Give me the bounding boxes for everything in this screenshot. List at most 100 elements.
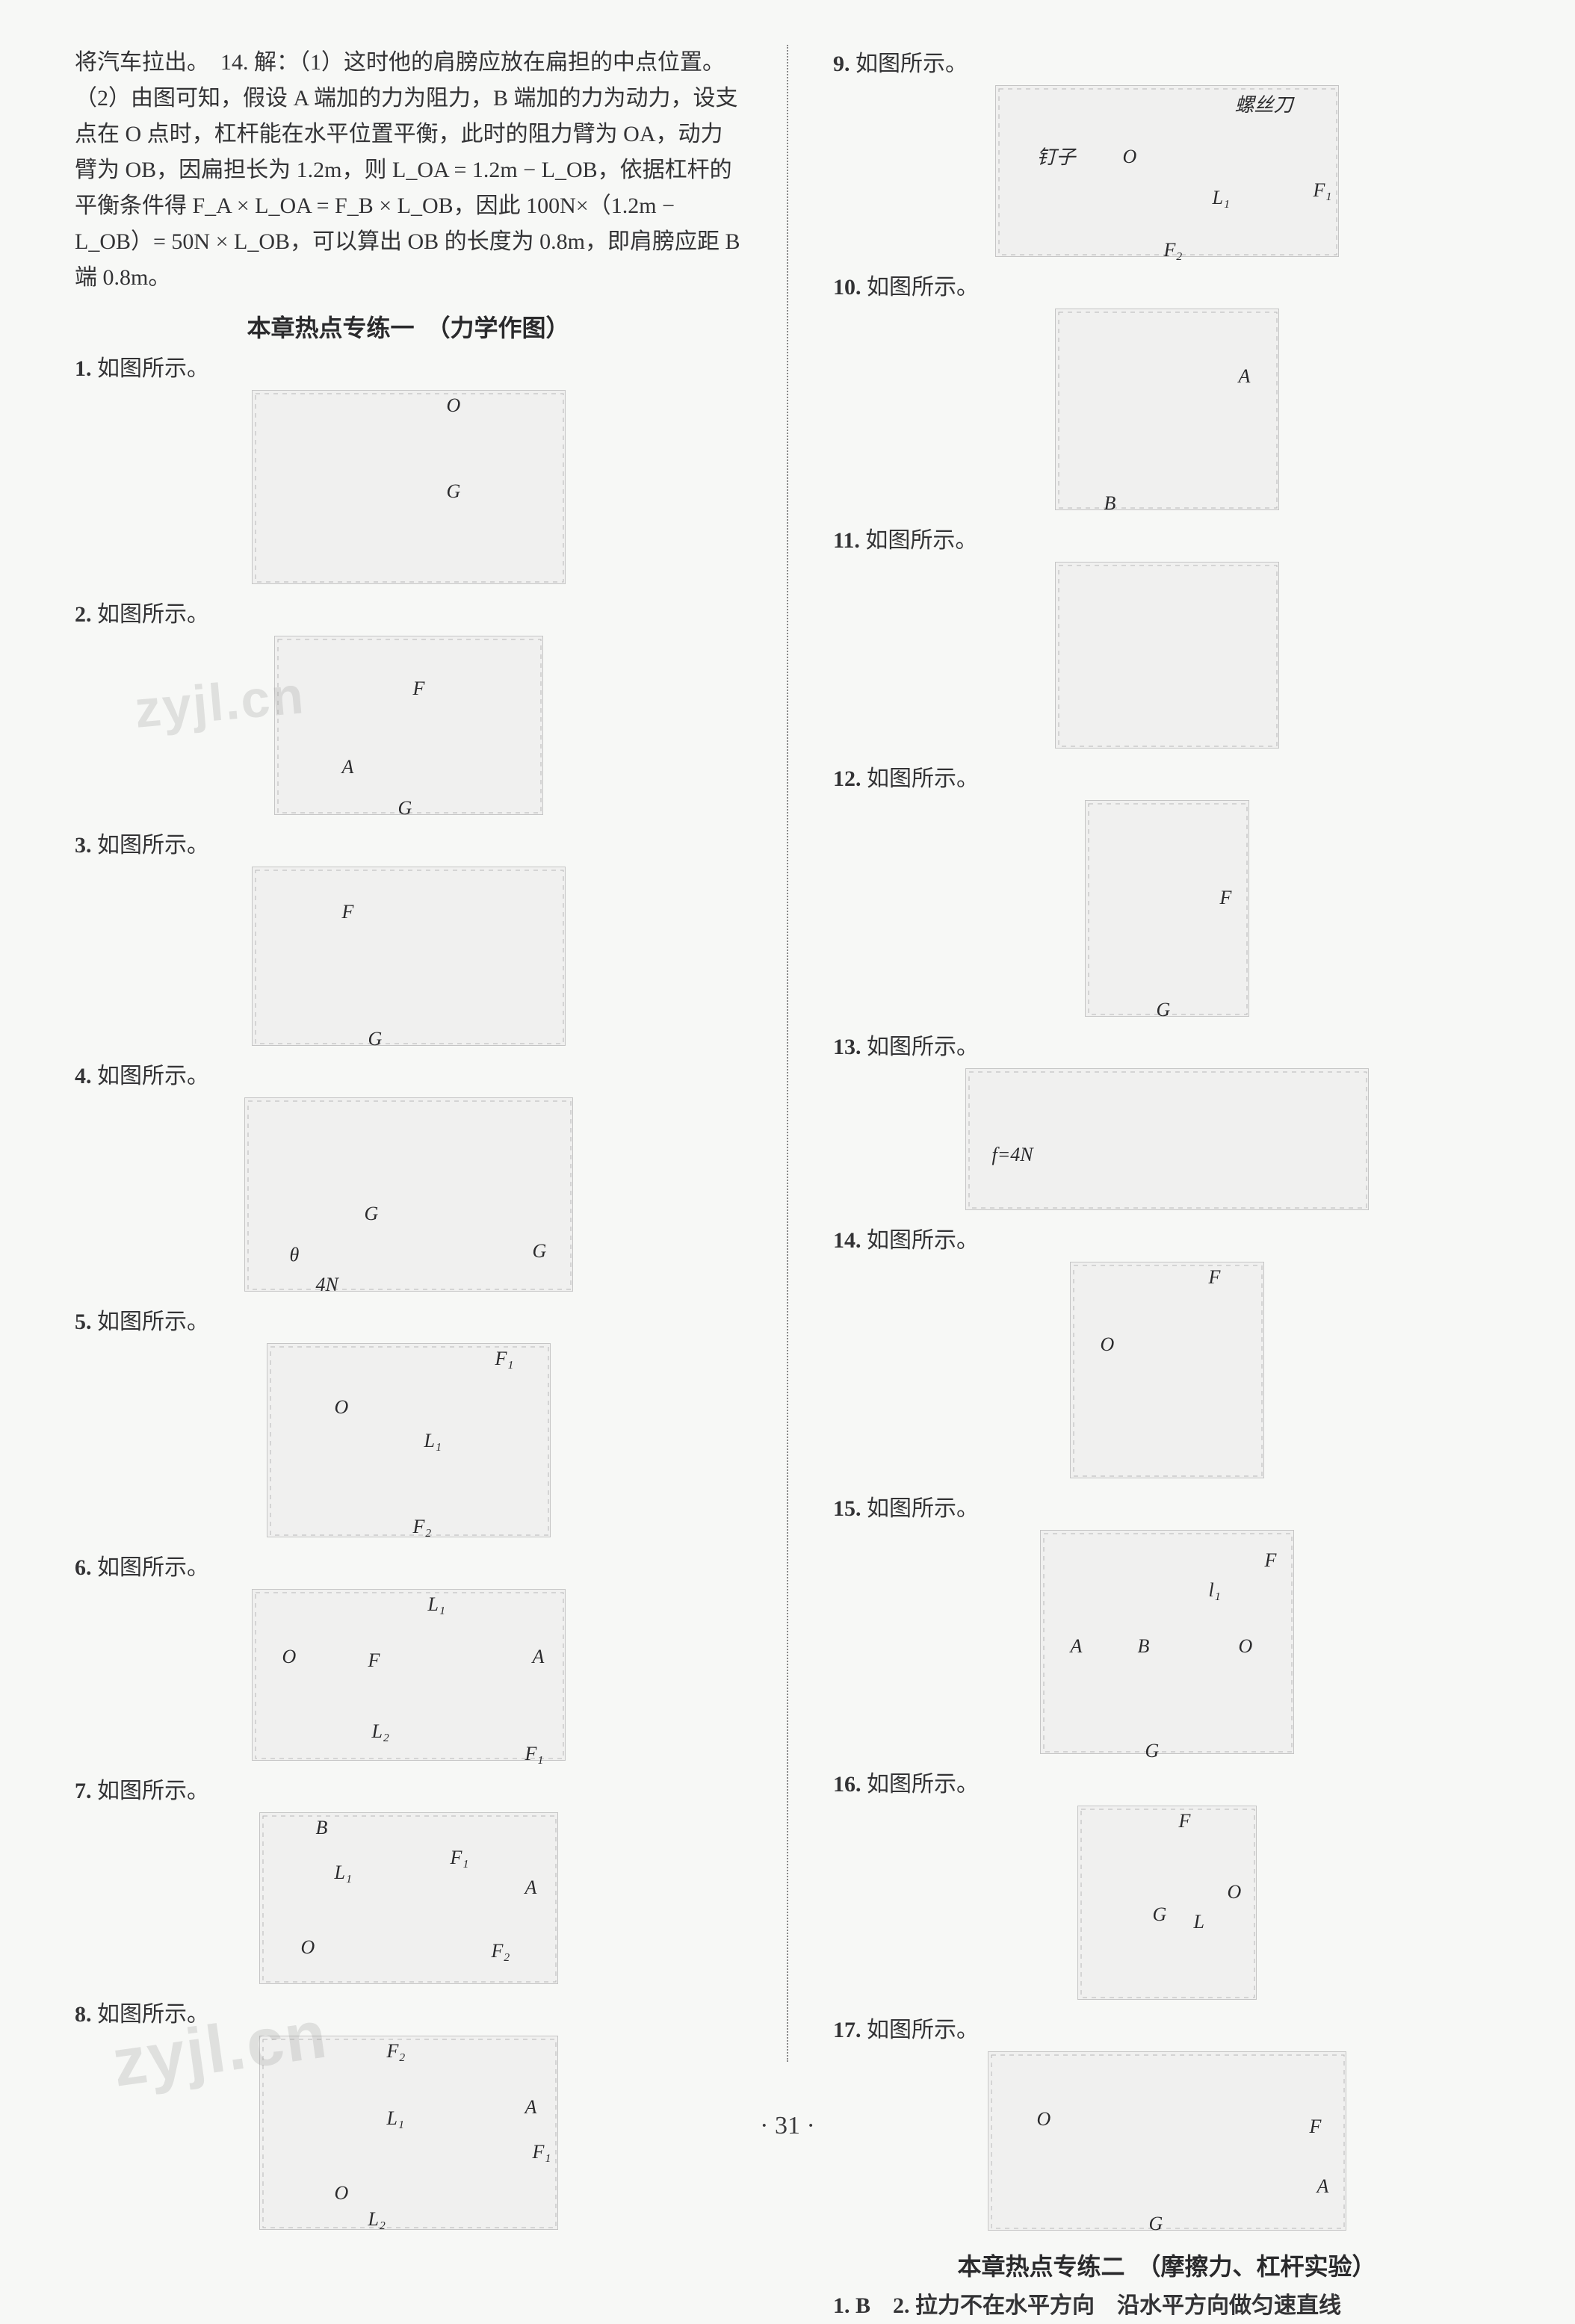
diagram-label: F xyxy=(1265,1549,1277,1572)
diagram-label: O xyxy=(301,1936,315,1959)
section-title-2: 本章热点专练二 （摩擦力、杠杆实验） xyxy=(833,2248,1500,2282)
diagram-container: L₁OAFL₂F₁ xyxy=(75,1589,742,1761)
diagram-label: F xyxy=(342,901,354,923)
diagram-container: f=4N xyxy=(833,1068,1500,1210)
diagram-label: F₂ xyxy=(1164,239,1183,261)
diagram-label: B xyxy=(316,1817,328,1839)
item-label: 17. 如图所示。 xyxy=(833,2011,979,2044)
item-label: 9. 如图所示。 xyxy=(833,45,968,78)
diagram-label: A xyxy=(525,2096,537,2119)
diagram-container: FG xyxy=(833,800,1500,1017)
diagram-label: O xyxy=(335,2182,349,2204)
item: 15. 如图所示。Fl₁ABOG xyxy=(833,1490,1500,1754)
intro-paragraph: 将汽车拉出。 14. 解：（1）这时他的肩膀应放在扁担的中点位置。 （2）由图可… xyxy=(75,45,742,296)
diagram-label: G xyxy=(447,480,461,503)
diagram-label: 4N xyxy=(316,1274,338,1296)
diagram-label: F₁ xyxy=(533,2141,551,2163)
left-items-container: 1. 如图所示。OG2. 如图所示。FAG3. 如图所示。FG4. 如图所示。θ… xyxy=(75,350,742,2241)
diagram: AB xyxy=(1055,309,1279,510)
diagram-label: G xyxy=(1145,1740,1160,1762)
diagram-container: OFAG xyxy=(833,2051,1500,2231)
diagram-container xyxy=(833,562,1500,749)
diagram: FAG xyxy=(274,636,543,815)
item-label: 5. 如图所示。 xyxy=(75,1303,209,1336)
diagram-label: G xyxy=(1149,2213,1163,2235)
diagram-container: FG xyxy=(75,867,742,1046)
item: 8. 如图所示。F₂L₁AF₁OL₂ xyxy=(75,1995,742,2230)
item-label: 2. 如图所示。 xyxy=(75,595,209,628)
diagram-label: F xyxy=(1209,1266,1221,1289)
diagram-label: F xyxy=(413,678,425,700)
diagram: F₂L₁AF₁OL₂ xyxy=(259,2036,558,2230)
item-label: 16. 如图所示。 xyxy=(833,1765,979,1798)
diagram: Fl₁ABOG xyxy=(1040,1530,1294,1754)
right-column: 9. 如图所示。螺丝刀钉子OL₁F₁F₂10. 如图所示。AB11. 如图所示。… xyxy=(833,45,1500,2133)
diagram-container: Fl₁ABOG xyxy=(833,1530,1500,1754)
item: 3. 如图所示。FG xyxy=(75,826,742,1046)
diagram-label: θ xyxy=(290,1244,300,1266)
diagram-label: G xyxy=(1157,999,1171,1021)
item-label: 6. 如图所示。 xyxy=(75,1549,209,1581)
item-label: 14. 如图所示。 xyxy=(833,1221,979,1254)
item-label: 12. 如图所示。 xyxy=(833,760,979,793)
diagram-label: O xyxy=(1239,1635,1253,1658)
item-label: 11. 如图所示。 xyxy=(833,521,977,554)
item-label: 4. 如图所示。 xyxy=(75,1057,209,1090)
diagram-label: F₂ xyxy=(413,1516,432,1538)
diagram: L₁OAFL₂F₁ xyxy=(252,1589,566,1761)
page-content: 将汽车拉出。 14. 解：（1）这时他的肩膀应放在扁担的中点位置。 （2）由图可… xyxy=(75,45,1500,2133)
item: 17. 如图所示。OFAG xyxy=(833,2011,1500,2231)
item: 12. 如图所示。 FG xyxy=(833,760,1500,1017)
diagram-label: L₂ xyxy=(368,2208,386,2231)
item: 16. 如图所示。FOGL xyxy=(833,1765,1500,2000)
diagram-label: 螺丝刀 xyxy=(1235,90,1293,117)
diagram-label: A xyxy=(1239,365,1251,388)
diagram-container: θG4NG xyxy=(75,1097,742,1292)
diagram: OG xyxy=(252,390,566,584)
right-items-container: 9. 如图所示。螺丝刀钉子OL₁F₁F₂10. 如图所示。AB11. 如图所示。… xyxy=(833,45,1500,2242)
diagram: θG4NG xyxy=(244,1097,573,1292)
item: 5. 如图所示。 F₁OL₁F₂ xyxy=(75,1303,742,1537)
diagram-label: L₁ xyxy=(428,1593,446,1616)
diagram-label: L₂ xyxy=(372,1720,390,1743)
diagram-label: B xyxy=(1138,1635,1150,1658)
diagram-label: F xyxy=(1310,2116,1322,2138)
diagram-label: O xyxy=(282,1646,297,1668)
diagram-label: F xyxy=(1220,887,1232,909)
section-title-1: 本章热点专练一 （力学作图） xyxy=(75,309,742,344)
diagram-label: A xyxy=(533,1646,545,1668)
diagram: 螺丝刀钉子OL₁F₁F₂ xyxy=(995,85,1339,257)
column-divider xyxy=(787,45,788,2062)
item-label: 7. 如图所示。 xyxy=(75,1772,209,1805)
diagram: FOGL xyxy=(1077,1806,1257,2000)
diagram-label: l₁ xyxy=(1209,1579,1221,1602)
diagram-label: 钉子 xyxy=(1037,142,1076,170)
diagram-label: G xyxy=(365,1203,379,1225)
item: 10. 如图所示。 AB xyxy=(833,268,1500,510)
diagram-label: F₁ xyxy=(451,1847,469,1869)
page-number: · 31 · xyxy=(760,2112,815,2140)
diagram-label: G xyxy=(1153,1903,1167,1926)
diagram-label: O xyxy=(335,1396,349,1419)
diagram-label: O xyxy=(1101,1333,1115,1356)
diagram-label: A xyxy=(342,756,354,778)
item-label: 13. 如图所示。 xyxy=(833,1028,979,1061)
item-label: 10. 如图所示。 xyxy=(833,268,979,301)
diagram-container: F₁OL₁F₂ xyxy=(75,1343,742,1537)
item: 9. 如图所示。螺丝刀钉子OL₁F₁F₂ xyxy=(833,45,1500,257)
diagram-container: OG xyxy=(75,390,742,584)
diagram-container: FOGL xyxy=(833,1806,1500,2000)
diagram: FG xyxy=(252,867,566,1046)
diagram: f=4N xyxy=(965,1068,1369,1210)
diagram-label: G xyxy=(398,797,412,819)
diagram-label: O xyxy=(1123,146,1137,168)
diagram-container: 螺丝刀钉子OL₁F₁F₂ xyxy=(833,85,1500,257)
diagram: OFAG xyxy=(988,2051,1346,2231)
left-column: 将汽车拉出。 14. 解：（1）这时他的肩膀应放在扁担的中点位置。 （2）由图可… xyxy=(75,45,742,2133)
diagram-label: G xyxy=(368,1028,383,1050)
diagram-label: L xyxy=(1194,1911,1204,1933)
diagram-label: O xyxy=(1037,2108,1051,2131)
diagram-container: AB xyxy=(833,309,1500,510)
item: 11. 如图所示。 xyxy=(833,521,1500,749)
diagram-label: f=4N xyxy=(992,1144,1033,1166)
